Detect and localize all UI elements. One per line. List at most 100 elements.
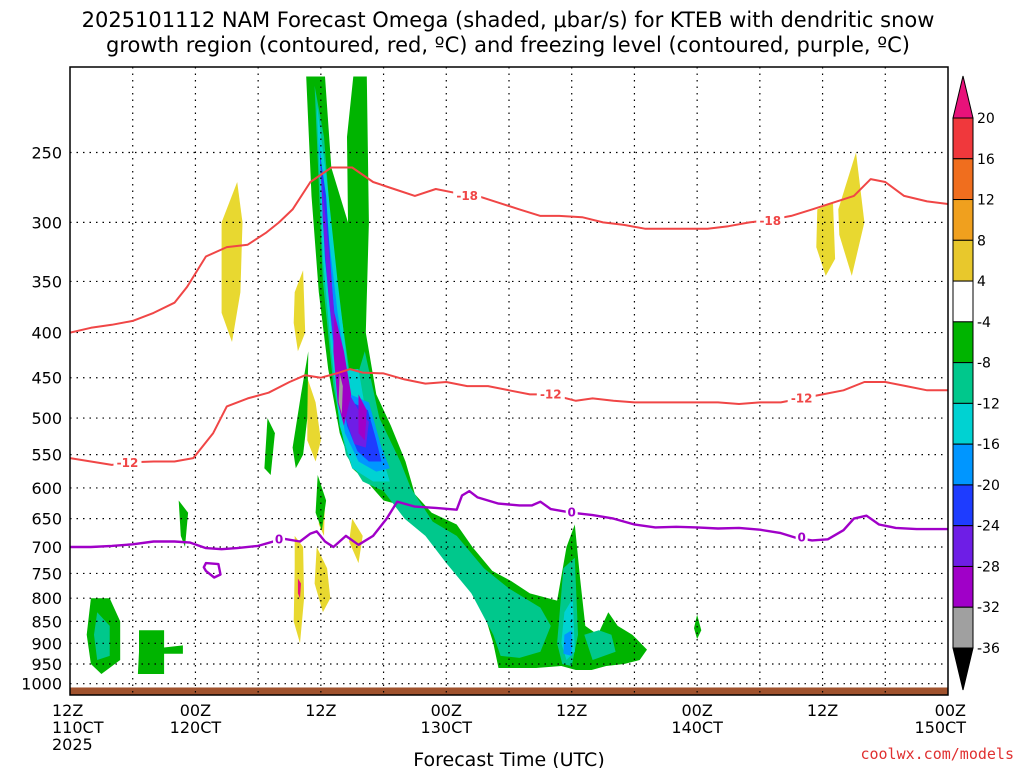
y-tick-250: 250 xyxy=(31,143,62,162)
colorbar-box-7 xyxy=(952,362,974,404)
contour-label-bg xyxy=(536,387,565,402)
contour-label-dgz-minus-12-2: -12 xyxy=(791,391,813,405)
omega-region-2 xyxy=(307,377,321,462)
y-tick-300: 300 xyxy=(31,213,62,232)
omega-shading xyxy=(86,76,865,674)
x-tick-6-line-1: 12Z xyxy=(807,701,838,720)
colorbar-box-10 xyxy=(952,484,974,527)
omega-region-1 xyxy=(293,270,306,352)
x-axis-label: Forecast Time (UTC) xyxy=(413,749,604,768)
omega-region-6 xyxy=(349,518,363,564)
omega-region-5 xyxy=(314,547,331,613)
colorbar-label-1: 16 xyxy=(977,152,995,168)
colorbar-label-12: -32 xyxy=(977,600,1000,616)
colorbar-label-8: -16 xyxy=(977,437,1000,453)
contour-label-dgz-minus-18-1: -18 xyxy=(759,214,781,228)
colorbar-label-0: 20 xyxy=(977,111,995,127)
contour-label-dgz-minus-18-0: -18 xyxy=(456,189,478,203)
colorbar-box-12 xyxy=(952,565,974,608)
y-tick-800: 800 xyxy=(31,589,62,608)
colorbar-box-11 xyxy=(952,525,974,567)
x-tick-5-line-1: 00Z xyxy=(681,701,712,720)
colorbar-box-5 xyxy=(952,280,974,323)
colorbar-box-1 xyxy=(952,117,974,160)
x-tick-7-line-1: 00Z xyxy=(935,701,966,720)
contour-freezing-level xyxy=(70,489,948,551)
colorbar-box-8 xyxy=(952,402,974,445)
colorbar-box-9 xyxy=(952,443,974,486)
contour-label-bg xyxy=(113,455,142,470)
omega-region-15 xyxy=(137,630,183,674)
y-tick-900: 900 xyxy=(31,634,62,653)
y-tick-400: 400 xyxy=(31,324,62,343)
contour-label-freezing-level-2: 0 xyxy=(797,531,805,545)
omega-region-24 xyxy=(563,630,572,656)
contour-label-bg xyxy=(787,391,816,406)
y-tick-850: 850 xyxy=(31,612,62,631)
x-tick-3-line-1: 00Z xyxy=(431,701,462,720)
contour-label-bg xyxy=(453,188,482,203)
contour-label-freezing-level-0: 0 xyxy=(275,532,283,546)
colorbar-label-10: -24 xyxy=(977,519,1000,535)
colorbar-bottom-triangle xyxy=(952,647,974,691)
omega-region-0 xyxy=(221,182,243,342)
contour-dgz-minus-18 xyxy=(70,166,948,334)
x-tick-4-line-1: 12Z xyxy=(556,701,587,720)
contour-label-bg xyxy=(795,530,808,545)
y-tick-550: 550 xyxy=(31,446,62,465)
y-tick-350: 350 xyxy=(31,272,62,291)
x-tick-1-line-2: 120CT xyxy=(170,718,222,737)
colorbar-label-9: -20 xyxy=(977,478,1000,494)
contour-label-freezing-level-1: 0 xyxy=(568,506,576,520)
colorbar-box-3 xyxy=(952,199,974,241)
x-tick-1-line-1: 00Z xyxy=(180,701,211,720)
contour-label-bg xyxy=(273,532,286,547)
chart-title-line-1: 2025101112 NAM Forecast Omega (shaded, μ… xyxy=(82,8,935,32)
omega-region-28 xyxy=(358,394,367,441)
y-tick-1000: 1000 xyxy=(21,675,62,694)
contour-freezing-level-closed xyxy=(202,561,222,579)
colorbar-box-4 xyxy=(952,239,974,282)
chart-title-line-2: growth region (contoured, red, ºC) and f… xyxy=(106,33,910,57)
colorbar-box-13 xyxy=(952,606,974,649)
x-tick-0-line-2: 110CT xyxy=(52,718,104,737)
x-tick-2-line-1: 12Z xyxy=(305,701,336,720)
contour-label-dgz-minus-12-0: -12 xyxy=(117,456,139,470)
omega-region-7 xyxy=(816,202,836,276)
omega-region-13 xyxy=(178,500,189,547)
omega-region-27 xyxy=(333,312,352,426)
colorbar-label-5: -4 xyxy=(977,315,991,331)
colorbar-top-triangle xyxy=(952,75,974,119)
x-tick-0-line-1: 12Z xyxy=(52,701,83,720)
x-tick-5-line-2: 140CT xyxy=(671,718,723,737)
contour-label-dgz-minus-12-1: -12 xyxy=(540,387,562,401)
colorbar: 20 16 12 8 4 -4 -8 -12 -16 -20 -24 -28 -32 -36 xyxy=(952,75,1000,691)
contour-label-bg xyxy=(756,214,785,229)
x-tick-7-line-2: 150CT xyxy=(915,718,967,737)
colorbar-box-6 xyxy=(952,321,974,364)
omega-region-30 xyxy=(297,578,301,599)
colorbar-box-2 xyxy=(952,158,974,201)
colorbar-label-6: -8 xyxy=(977,356,991,372)
omega-region-20 xyxy=(584,630,616,660)
colorbar-label-13: -36 xyxy=(977,641,1000,657)
colorbar-label-3: 8 xyxy=(977,233,986,249)
omega-region-8 xyxy=(838,152,865,276)
y-tick-600: 600 xyxy=(31,479,62,498)
contour-lines: -18 -18 -12 -12 -12 0 0 0 xyxy=(70,166,948,579)
y-tick-750: 750 xyxy=(31,564,62,583)
omega-region-18 xyxy=(94,612,110,660)
y-tick-950: 950 xyxy=(31,655,62,674)
y-tick-500: 500 xyxy=(31,409,62,428)
omega-region-11 xyxy=(264,418,275,475)
y-tick-450: 450 xyxy=(31,369,62,388)
y-axis-ticks: 250 300 350 400 450 500 550 600 650 700 750 800 850 9… xyxy=(21,143,62,693)
credit-text: coolwx.com/models xyxy=(860,745,1014,763)
colorbar-label-4: 4 xyxy=(977,274,986,290)
omega-region-29 xyxy=(338,373,343,415)
y-tick-650: 650 xyxy=(31,510,62,529)
contour-label-bg xyxy=(565,505,578,520)
x-tick-3-line-2: 130CT xyxy=(421,718,473,737)
